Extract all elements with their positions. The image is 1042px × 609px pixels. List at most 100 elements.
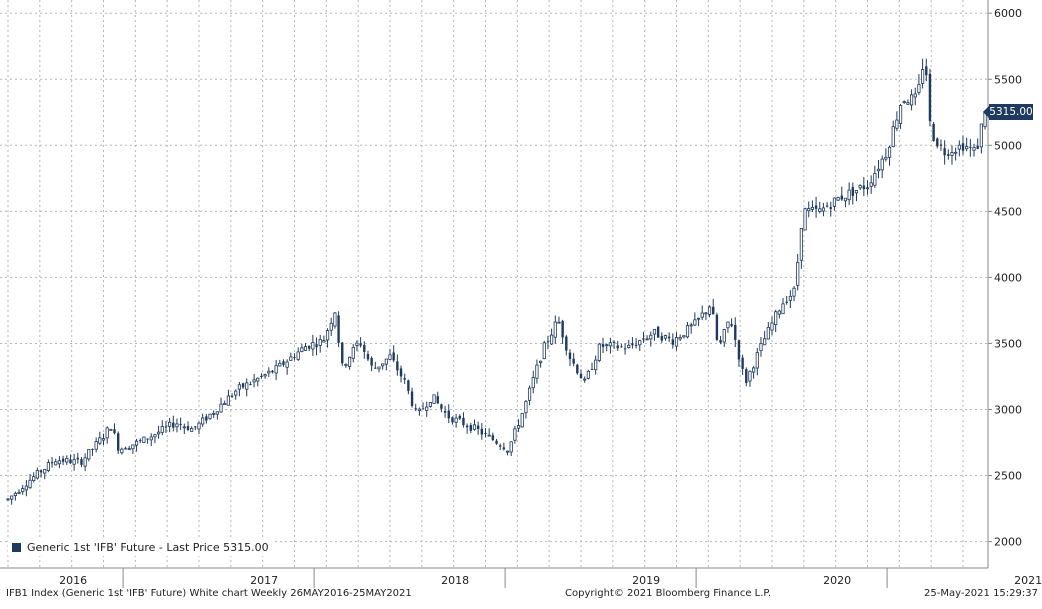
candle-body [785,301,788,303]
candle-body [318,339,322,346]
candle-body [840,195,843,200]
candle-body [682,335,686,338]
candle [256,377,260,387]
candle [766,322,770,340]
candle [796,253,800,291]
candle [752,365,756,379]
candle-body [825,205,829,207]
candle-body [847,189,851,201]
candle-body [139,440,142,442]
candle-body [734,324,737,340]
candle-body [656,326,660,338]
y-tick-label-4000: 4000 [994,271,1022,284]
candle [142,436,146,444]
candle [226,389,230,406]
candle [895,111,899,132]
candle [847,182,851,206]
candle [333,311,337,329]
candle [656,325,660,338]
candle [215,411,219,420]
candle-body [341,342,344,364]
candle-body [638,340,642,346]
candle-body [527,387,532,401]
candle [770,316,774,336]
candle-body [748,370,752,382]
candle [160,420,164,436]
candle-body [307,345,311,349]
y-tick-label-4500: 4500 [994,205,1022,218]
candle [763,330,767,346]
candle [745,367,748,387]
candle-body [432,394,436,404]
candle [774,309,778,333]
y-tick-label-6000: 6000 [994,7,1022,20]
candle [351,343,355,363]
candle-body [965,146,969,150]
candle [620,344,623,348]
candle-body [223,403,227,406]
candle [572,352,575,367]
candle-body [821,207,826,212]
candle-body [645,338,649,341]
candle-body [252,379,256,383]
y-tick-label-3000: 3000 [994,403,1022,416]
candle [829,201,832,217]
candle [649,331,653,347]
candle [440,403,443,413]
candle [303,342,308,351]
candle-body [370,357,373,366]
candle-body [278,362,282,367]
candle-body [447,410,450,419]
candle [443,405,447,418]
candle [363,341,366,359]
candle-body [13,492,17,496]
candle [825,202,829,208]
candle [337,311,340,348]
candle-body [568,352,572,360]
candle [902,100,906,104]
candle-body [35,470,39,479]
candle [674,332,679,351]
candle [880,155,884,179]
candle [722,328,726,348]
candle [201,413,205,427]
candle-body [887,146,892,158]
candle [153,433,157,444]
candle [403,373,406,385]
candle [898,103,903,129]
y-tick-label-2000: 2000 [994,536,1022,549]
candle [359,337,362,348]
candle [425,401,429,417]
candle [10,495,14,505]
candle-body [663,335,668,339]
candle-body [329,322,333,331]
candle-body [524,400,528,414]
candle [32,472,36,483]
footer-description: IFB1 Index (Generic 1st 'IFB' Future) Wh… [6,588,412,599]
candle-body [410,391,414,406]
candle [355,340,359,352]
candle-body [43,469,47,474]
candle [660,332,664,343]
candle-body [843,197,848,202]
candle [179,417,182,431]
candle [451,416,454,425]
candle [428,402,433,408]
candle [245,378,249,397]
candle-body [943,148,946,156]
candle-body [961,143,965,151]
candle [840,186,843,201]
candle [186,421,190,432]
candle-body [293,357,296,359]
candle-body [347,356,352,367]
candle-body [436,396,439,404]
candle [417,407,421,416]
candle-body [300,347,304,352]
y-tick-label-5000: 5000 [994,139,1022,152]
candle [755,348,759,376]
candle-body [91,449,94,451]
price-chart: 2000 2500 3000 3500 4000 4500 5000 5500 6000 201… [0,0,1042,588]
candle [414,403,417,412]
candle [469,422,473,434]
candle-body [443,410,447,413]
